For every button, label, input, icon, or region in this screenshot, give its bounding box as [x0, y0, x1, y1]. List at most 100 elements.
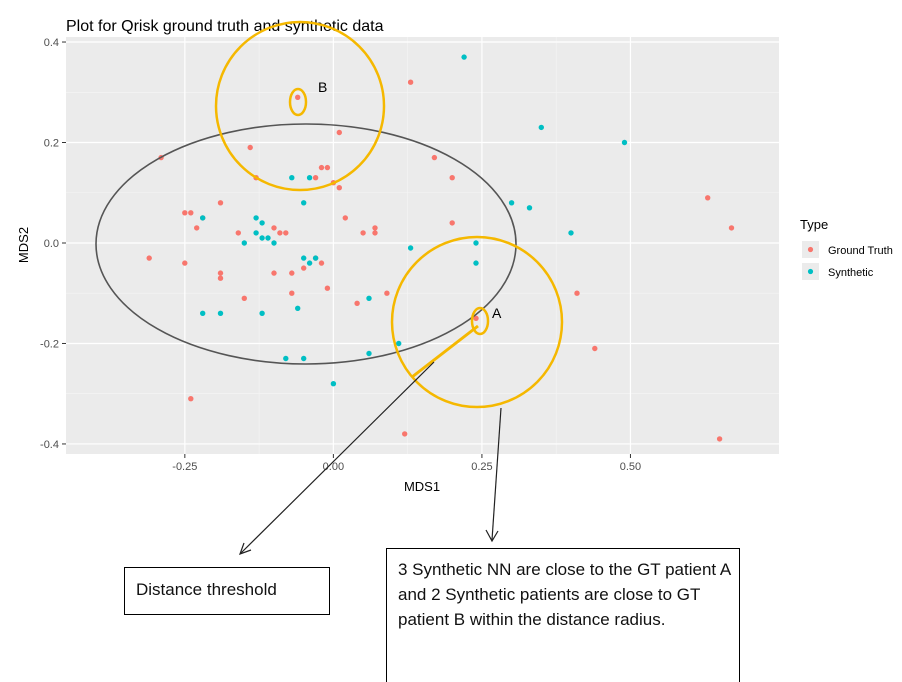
ground-truth-point [182, 260, 188, 266]
radius-circle-a [390, 235, 564, 409]
ground-truth-point [312, 175, 319, 181]
x-axis-ticks: -0.25 0.00 0.25 0.50 [172, 454, 641, 473]
synthetic-point [259, 235, 265, 241]
y-tick-label: 0.2 [44, 138, 59, 150]
ground-truth-point [592, 345, 598, 352]
arrow-description [491, 407, 502, 541]
y-axis-label: MDS2 [16, 227, 31, 263]
synthetic-point [508, 200, 515, 206]
ground-truth-point [182, 210, 188, 216]
synthetic-point [526, 205, 533, 211]
ground-truth-point [336, 185, 342, 191]
ground-truth-point [271, 270, 277, 276]
synthetic-point [259, 220, 265, 226]
legend-label-synthetic: Synthetic [828, 267, 874, 279]
ground-truth-point [449, 220, 455, 226]
ground-truth-point [318, 164, 325, 171]
legend-marker-synthetic [807, 268, 814, 275]
synthetic-point [259, 310, 265, 316]
ground-truth-point [336, 129, 342, 136]
synthetic-point [253, 230, 259, 236]
ground-truth-point [354, 300, 360, 306]
ground-truth-point [301, 265, 307, 271]
ground-truth-point [247, 144, 253, 151]
ground-truth-point [449, 175, 455, 181]
synthetic-point [538, 124, 544, 131]
x-tick-label: -0.25 [172, 461, 197, 473]
arrowhead-threshold [238, 542, 252, 556]
synthetic-point [366, 350, 372, 357]
synthetic-point [366, 295, 372, 301]
synthetic-point [621, 139, 628, 146]
ground-truth-point [372, 225, 378, 231]
distance-threshold-callout: Distance threshold [124, 567, 330, 615]
synthetic-point [330, 381, 337, 387]
ground-truth-point [473, 315, 479, 321]
x-axis-label: MDS1 [404, 479, 440, 494]
x-tick-label: 0.25 [471, 461, 492, 473]
ground-truth-point [217, 270, 224, 276]
synthetic-point [301, 355, 307, 362]
legend-title: Type [800, 217, 828, 232]
ground-truth-point [235, 230, 241, 236]
ground-truth-point [194, 225, 200, 231]
arrow-threshold [239, 361, 435, 555]
ground-truth-point [402, 431, 408, 437]
synthetic-point [200, 215, 206, 221]
synthetic-point [473, 240, 479, 246]
ground-truth-point [318, 260, 325, 266]
label-a: A [492, 305, 502, 321]
x-tick-label: 0.00 [323, 461, 344, 473]
ground-truth-point [283, 230, 289, 236]
synthetic-point [301, 200, 307, 206]
ground-truth-point [431, 154, 438, 161]
highlight-b [288, 87, 308, 117]
ground-truth-point [360, 230, 366, 236]
y-axis-ticks: -0.4 -0.2 0.0 0.2 0.4 [40, 37, 66, 451]
synthetic-point [396, 340, 402, 347]
synthetic-point [306, 260, 313, 266]
radius-circle-b [214, 20, 386, 192]
distance-ellipse [95, 123, 517, 365]
plot-panel [66, 37, 779, 454]
y-tick-label: 0.4 [44, 37, 59, 49]
label-b: B [318, 79, 327, 95]
synthetic-point [241, 240, 247, 246]
data-points [146, 54, 735, 442]
legend-label-ground-truth: Ground Truth [828, 245, 893, 257]
chart-title: Plot for Qrisk ground truth and syntheti… [66, 18, 384, 35]
ground-truth-point [289, 290, 295, 296]
legend: Type Ground Truth Synthetic [800, 217, 893, 280]
synthetic-point [271, 240, 277, 246]
ground-truth-point [217, 200, 224, 206]
synthetic-point [312, 255, 319, 261]
ground-truth-point [188, 210, 194, 216]
synthetic-point [306, 175, 313, 181]
synthetic-point [283, 355, 289, 362]
synthetic-point [289, 175, 295, 181]
ground-truth-point [705, 195, 711, 201]
ground-truth-point [342, 215, 348, 221]
ground-truth-point [574, 290, 580, 296]
synthetic-point [217, 310, 224, 316]
ground-truth-point [146, 255, 152, 261]
distance-threshold-text: Distance threshold [136, 580, 277, 599]
ground-truth-point [372, 230, 378, 236]
synthetic-point [253, 215, 259, 221]
ground-truth-point [728, 225, 735, 231]
description-callout: 3 Synthetic NN are close to the GT patie… [386, 548, 740, 682]
ground-truth-point [277, 230, 283, 236]
ground-truth-point [289, 270, 295, 276]
ground-truth-point [271, 225, 277, 231]
ground-truth-point [217, 275, 224, 281]
synthetic-point [200, 310, 206, 316]
ground-truth-point [716, 436, 723, 442]
ground-truth-point [324, 285, 331, 291]
y-tick-label: 0.0 [44, 238, 59, 250]
synthetic-point [295, 305, 301, 311]
ground-truth-point [407, 79, 414, 85]
x-tick-label: 0.50 [620, 461, 641, 473]
synthetic-point [461, 54, 467, 60]
synthetic-point [407, 245, 414, 251]
